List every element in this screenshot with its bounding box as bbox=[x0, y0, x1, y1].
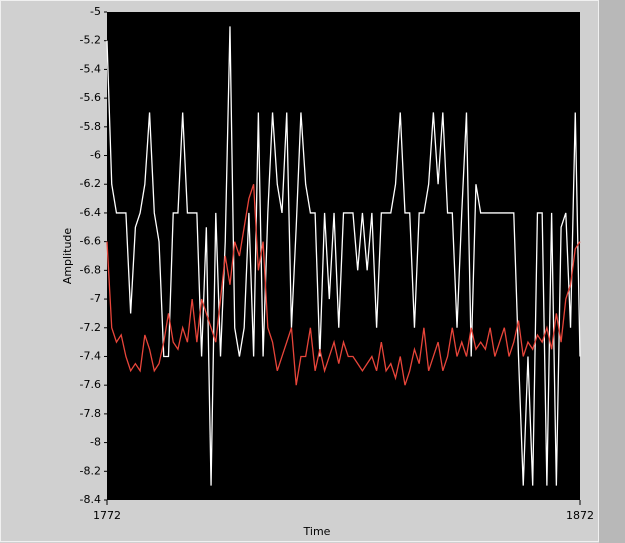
y-tick-label: -8.4 bbox=[80, 493, 101, 506]
plot-area bbox=[107, 12, 580, 500]
y-tick-label: -5.4 bbox=[80, 62, 101, 75]
y-tick-label: -5.6 bbox=[80, 91, 101, 104]
y-tick-label: -7 bbox=[90, 292, 101, 305]
y-tick-label: -7.4 bbox=[80, 349, 101, 362]
y-tick-label: -6.2 bbox=[80, 177, 101, 190]
y-tick-label: -8.2 bbox=[80, 464, 101, 477]
x-tick-label: 1872 bbox=[566, 509, 594, 522]
series-line bbox=[106, 184, 581, 386]
y-tick-label: -6.6 bbox=[80, 235, 101, 248]
y-tick-label: -7.2 bbox=[80, 321, 101, 334]
y-tick-label: -7.6 bbox=[80, 378, 101, 391]
panel-bevel bbox=[0, 0, 599, 542]
y-tick-label: -6.4 bbox=[80, 206, 101, 219]
y-tick-label: -7.8 bbox=[80, 407, 101, 420]
y-tick-label: -6.8 bbox=[80, 263, 101, 276]
series-line bbox=[106, 26, 581, 486]
y-tick-label: -5.8 bbox=[80, 120, 101, 133]
y-tick-label: -6 bbox=[90, 149, 101, 162]
y-tick-label: -5 bbox=[90, 5, 101, 18]
x-tick-label: 1772 bbox=[93, 509, 121, 522]
y-tick-label: -5.2 bbox=[80, 34, 101, 47]
y-axis-label: Amplitude bbox=[61, 228, 74, 285]
y-tick-label: -8 bbox=[90, 436, 101, 449]
panel-edge bbox=[599, 0, 625, 543]
x-axis-label: Time bbox=[303, 525, 331, 538]
